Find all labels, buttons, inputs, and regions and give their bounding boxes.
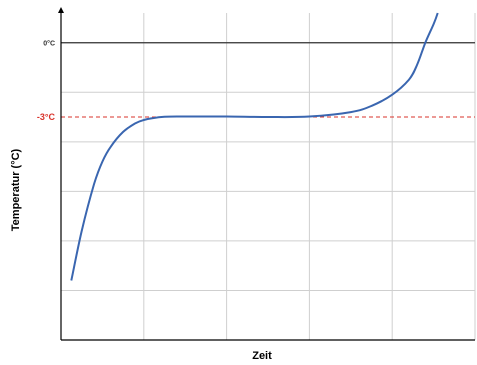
y-axis-label: Temperatur (°C) [10,148,22,231]
grid-lines [61,13,476,340]
y-axis-arrow [58,7,64,13]
reference-lines: 0°C -3°C [37,40,475,122]
reference-line-label: -3°C [37,112,56,122]
reference-line-label: 0°C [43,40,55,48]
series-line [70,12,439,281]
x-axis-label: Zeit [252,350,272,362]
series-group [70,12,439,281]
axes [58,7,475,341]
